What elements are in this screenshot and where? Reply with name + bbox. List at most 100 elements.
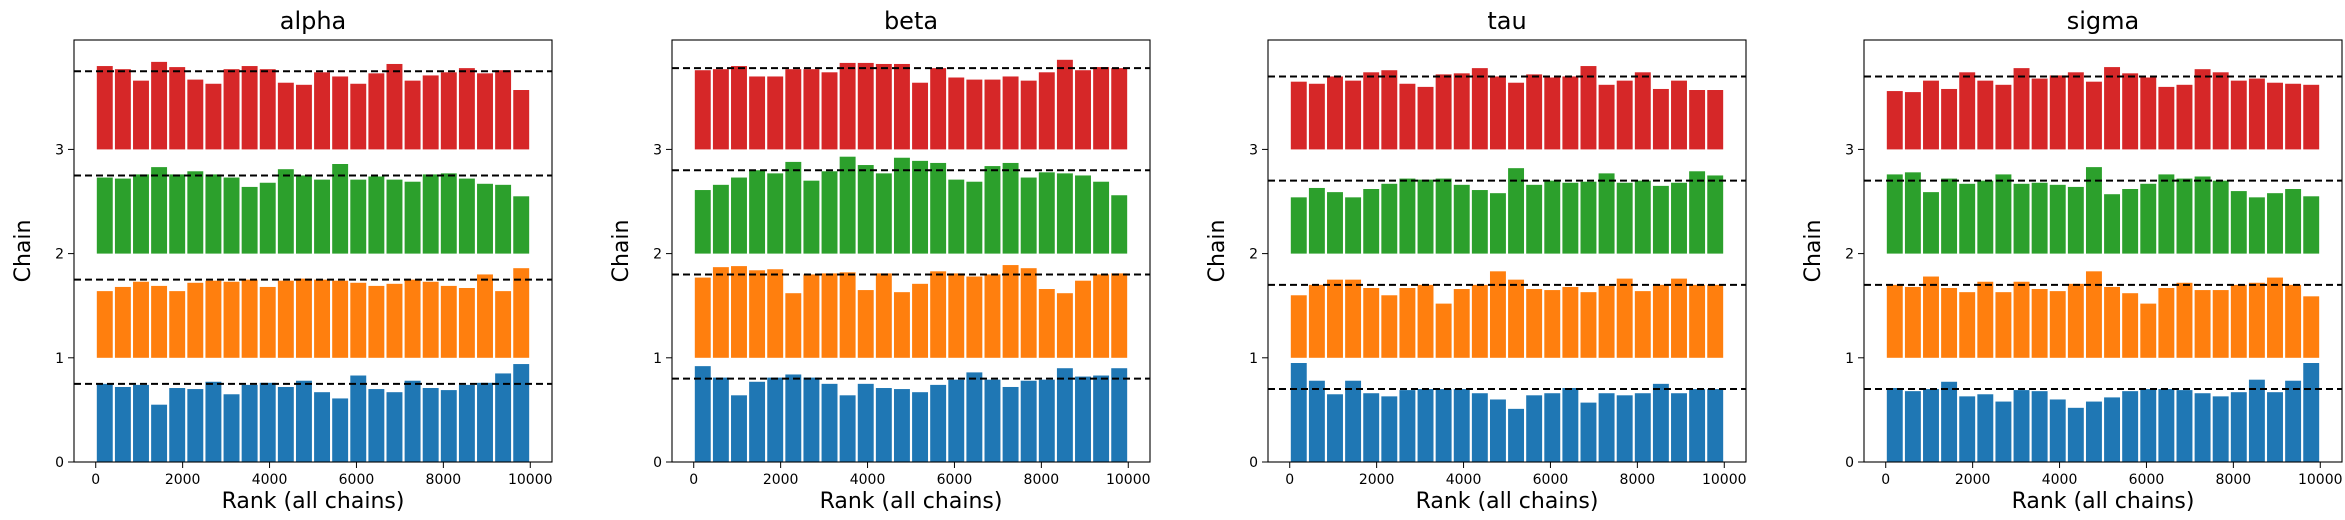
y-tick-label: 3	[1249, 142, 1258, 158]
rank-bar	[1489, 399, 1506, 462]
rank-bar	[2013, 68, 2030, 150]
rank-bar	[422, 388, 439, 462]
rank-bar	[277, 82, 294, 150]
x-tick-label: 0	[91, 472, 100, 488]
rank-bar	[2230, 191, 2247, 254]
rank-bar	[1327, 279, 1343, 358]
rank-bar	[295, 175, 312, 254]
rank-bar	[1093, 181, 1110, 254]
rank-bar	[1075, 175, 1091, 254]
x-tick-label: 8000	[1620, 472, 1656, 488]
rank-bar	[1923, 389, 1939, 462]
rank-bar	[169, 291, 186, 358]
x-axis-label: Rank (all chains)	[1416, 489, 1599, 514]
rank-bar	[1562, 76, 1579, 150]
rank-bar	[1634, 72, 1651, 150]
rank-bar	[2104, 397, 2121, 462]
rank-bar	[1904, 286, 1921, 358]
rank-bar	[1020, 80, 1037, 150]
rank-bar	[912, 160, 929, 254]
rank-bar	[1056, 368, 1073, 462]
rank-bar	[1093, 375, 1110, 462]
x-tick-label: 2000	[1359, 472, 1395, 488]
rank-bar	[440, 285, 457, 358]
rank-bar	[1959, 72, 1976, 150]
rank-bar	[785, 69, 802, 150]
rank-bar	[839, 395, 856, 462]
rank-bar	[368, 73, 385, 150]
rank-bar	[966, 372, 983, 462]
rank-bar	[114, 286, 131, 358]
rank-bar	[2212, 72, 2229, 150]
rank-bar	[1562, 286, 1579, 358]
rank-bar	[2049, 75, 2066, 150]
rank-bar	[114, 386, 131, 462]
rank-bar	[513, 364, 530, 462]
rank-bar	[930, 162, 947, 254]
rank-bar	[1075, 280, 1091, 358]
rank-bar	[2212, 180, 2229, 254]
rank-bar	[1671, 278, 1687, 358]
rank-bar	[1399, 178, 1416, 254]
rank-bar	[2140, 183, 2157, 254]
rank-bar	[1689, 90, 1706, 150]
rank-bar	[1327, 192, 1343, 254]
rank-bar	[495, 373, 512, 462]
rank-bar	[1363, 189, 1380, 254]
rank-bar	[2031, 78, 2048, 150]
rank-bar	[1435, 303, 1452, 358]
rank-bar	[223, 69, 240, 150]
x-tick-label: 8000	[426, 472, 462, 488]
rank-bar	[1453, 73, 1470, 150]
rank-bar	[2248, 197, 2265, 254]
rank-bar	[1417, 284, 1434, 358]
rank-bar	[1671, 182, 1687, 254]
chart-title: alpha	[280, 7, 347, 35]
rank-bar	[1526, 289, 1543, 358]
rank-bar	[1363, 393, 1380, 462]
rank-bar	[1508, 279, 1525, 358]
rank-bar	[2067, 407, 2084, 462]
rank-bar	[2140, 303, 2157, 358]
rank-bar	[1056, 59, 1073, 150]
y-tick-label: 3	[55, 142, 64, 158]
rank-bar	[241, 186, 258, 254]
rank-bar	[1111, 68, 1128, 150]
rank-bar	[875, 388, 892, 462]
rank-bar	[912, 82, 929, 150]
rank-bar	[114, 69, 131, 150]
rank-bar	[1308, 284, 1325, 358]
rank-bar	[1435, 178, 1452, 254]
rank-bar	[984, 274, 1001, 358]
rank-bar	[2230, 284, 2247, 358]
rank-bar	[1671, 393, 1687, 462]
rank-bar	[477, 73, 493, 150]
rank-bar	[821, 171, 838, 254]
x-axis-label: Rank (all chains)	[2012, 489, 2195, 514]
rank-bar	[1977, 80, 1994, 150]
rank-bar	[2031, 391, 2048, 462]
rank-bar	[440, 390, 457, 462]
rank-bar	[966, 181, 983, 254]
rank-bar	[1508, 168, 1525, 254]
rank-bar	[314, 279, 331, 358]
rank-bar	[1904, 92, 1921, 150]
rank-bar	[2285, 83, 2302, 150]
y-axis-label: Chain	[11, 220, 36, 283]
rank-bar	[893, 63, 910, 150]
rank-bar	[749, 76, 766, 150]
rank-bar	[169, 67, 186, 150]
rank-bar	[1580, 66, 1597, 150]
rank-bar	[1977, 394, 1994, 462]
rank-bar	[2085, 401, 2102, 462]
rank-bar	[1544, 393, 1561, 462]
rank-bar	[259, 382, 276, 462]
rank-bar	[749, 270, 766, 358]
rank-bar	[422, 281, 439, 358]
rank-bar	[767, 76, 784, 150]
rank-bar	[912, 392, 929, 462]
rank-bar	[785, 374, 802, 462]
rank-bar	[1290, 81, 1307, 150]
rank-bar	[2230, 392, 2247, 462]
rank-bar	[1020, 380, 1037, 462]
